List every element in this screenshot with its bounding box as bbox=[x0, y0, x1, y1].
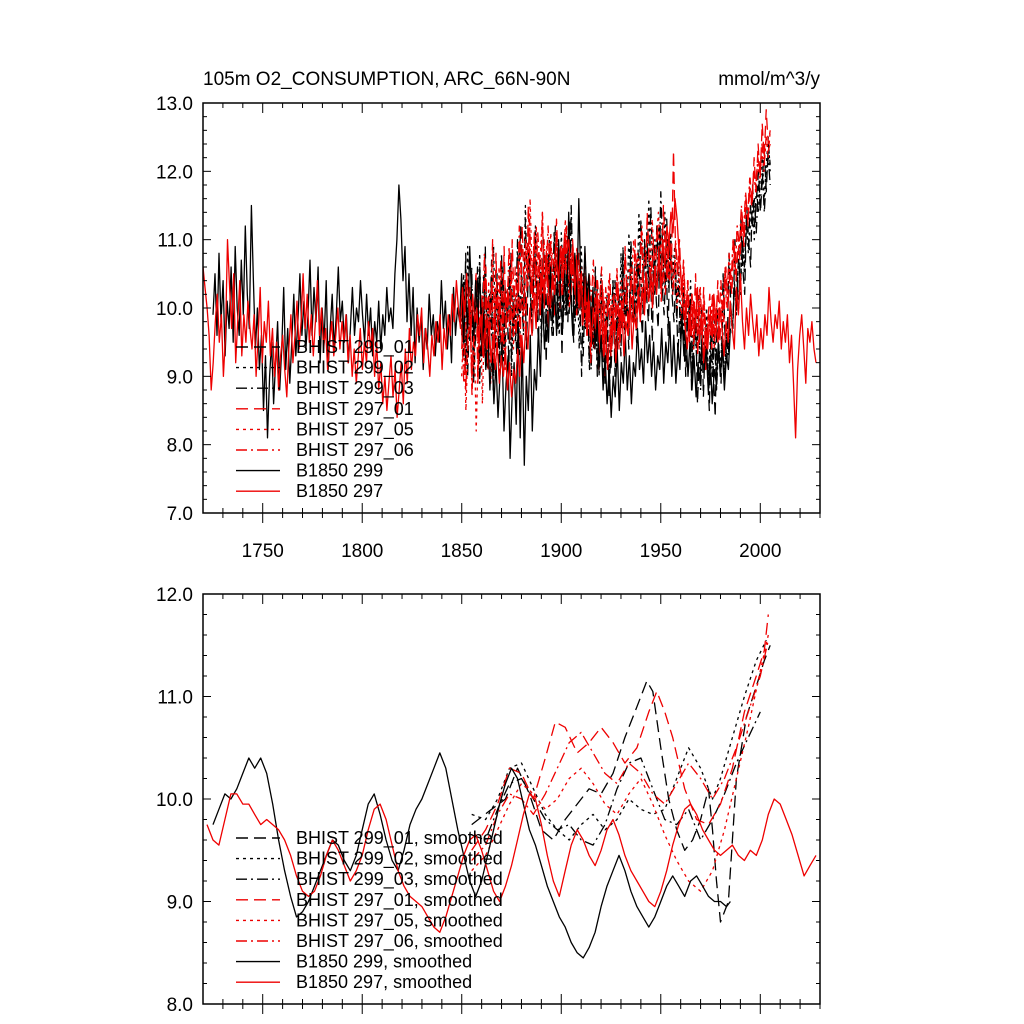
legend-entry-bhist-299-01-smoothed: BHIST 299_01, smoothed bbox=[296, 828, 503, 849]
y-tick-label: 10.0 bbox=[156, 790, 193, 811]
y-tick-label: 10.0 bbox=[156, 299, 193, 320]
y-tick-label: 9.0 bbox=[167, 893, 193, 914]
x-tick-label: 1850 bbox=[441, 541, 483, 562]
chart-title: 105m O2_CONSUMPTION, ARC_66N-90N bbox=[203, 69, 570, 90]
legend-entry-bhist-299-03: BHIST 299_03 bbox=[296, 378, 414, 399]
units-label: mmol/m^3/y bbox=[718, 69, 820, 90]
series-line-bhist-299-01-smoothed bbox=[471, 645, 771, 923]
y-tick-label: 13.0 bbox=[156, 94, 193, 115]
series-line-b1850-297 bbox=[203, 198, 817, 439]
y-tick-label: 11.0 bbox=[157, 231, 193, 252]
legend-entry-bhist-299-02-smoothed: BHIST 299_02, smoothed bbox=[296, 849, 503, 870]
top-axes: 7.0 8.0 9.0 10.0 11.0 12.0 13.0 1750 1800 1850 190… bbox=[156, 94, 821, 562]
legend-entry-bhist-297-01: BHIST 297_01 bbox=[296, 399, 414, 420]
bottom-panel: 8.0 9.0 10.0 11.0 12.0 BHIST 299_01, smoothe… bbox=[156, 585, 821, 1016]
series-line-b1850-299-smoothed bbox=[212, 752, 731, 959]
legend-entry-b1850-299-smoothed: B1850 299, smoothed bbox=[296, 952, 472, 972]
x-tick-label: 1800 bbox=[341, 541, 383, 562]
legend-entry-bhist-297-06: BHIST 297_06 bbox=[296, 440, 414, 461]
y-tick-label: 8.0 bbox=[167, 995, 193, 1016]
y-tick-label: 11.0 bbox=[157, 688, 193, 709]
legend-entry-b1850-297-smoothed: B1850 297, smoothed bbox=[296, 972, 472, 992]
legend-entry-b1850-297: B1850 297 bbox=[296, 481, 383, 501]
series-line-bhist-299-02-smoothed bbox=[471, 639, 767, 841]
x-tick-label: 1900 bbox=[540, 541, 582, 562]
bottom-series-group bbox=[206, 614, 817, 959]
series-line-b1850-297-smoothed bbox=[206, 793, 817, 933]
legend-entry-bhist-299-02: BHIST 299_02 bbox=[296, 358, 414, 379]
legend-entry-bhist-297-05: BHIST 297_05 bbox=[296, 419, 414, 440]
series-line-bhist-297-06-smoothed bbox=[471, 639, 769, 861]
legend-entry-bhist-299-01: BHIST 299_01 bbox=[296, 337, 414, 358]
series-line-bhist-299-03-smoothed bbox=[471, 711, 761, 846]
y-tick-label: 7.0 bbox=[167, 504, 193, 525]
y-tick-label: 8.0 bbox=[167, 436, 193, 457]
x-tick-label: 1950 bbox=[640, 541, 682, 562]
top-series-group bbox=[203, 109, 817, 466]
y-tick-label: 12.0 bbox=[156, 585, 193, 606]
series-line-b1850-299 bbox=[212, 184, 732, 466]
series-line-bhist-297-01-smoothed bbox=[471, 614, 769, 851]
x-tick-label: 2000 bbox=[739, 541, 781, 562]
legend-entry-bhist-297-06-smoothed: BHIST 297_06, smoothed bbox=[296, 931, 503, 952]
legend-entry-bhist-297-05-smoothed: BHIST 297_05, smoothed bbox=[296, 910, 503, 931]
legend-entry-b1850-299: B1850 299 bbox=[296, 461, 383, 481]
y-tick-label: 9.0 bbox=[167, 367, 193, 388]
top-panel: 105m O2_CONSUMPTION, ARC_66N-90N mmol/m^… bbox=[156, 69, 821, 562]
legend-entry-bhist-297-01-smoothed: BHIST 297_01, smoothed bbox=[296, 890, 503, 911]
x-tick-label: 1750 bbox=[242, 541, 284, 562]
y-tick-label: 12.0 bbox=[156, 162, 193, 183]
bottom-axes: 8.0 9.0 10.0 11.0 12.0 bbox=[156, 585, 821, 1016]
legend-entry-bhist-299-03-smoothed: BHIST 299_03, smoothed bbox=[296, 869, 503, 890]
